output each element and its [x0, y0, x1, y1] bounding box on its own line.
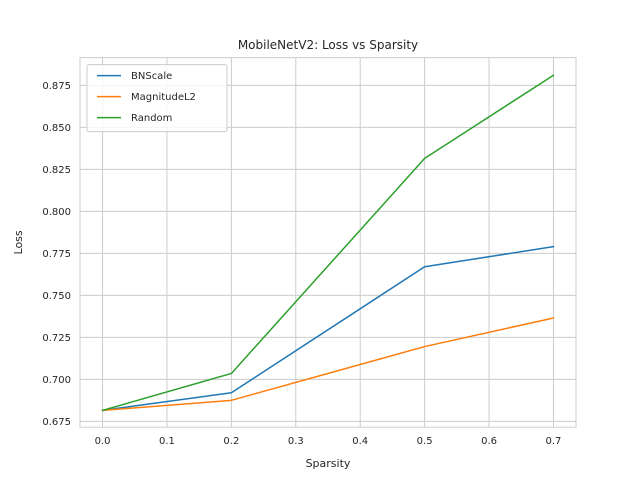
y-tick-label: 0.700: [42, 375, 71, 386]
legend-box: [86, 64, 228, 133]
y-tick-label: 0.775: [42, 249, 71, 260]
chart-title: MobileNetV2: Loss vs Sparsity: [238, 38, 418, 52]
legend: BNScale MagnitudeL2 Random: [86, 64, 228, 133]
y-tick-label: 0.750: [42, 291, 71, 302]
grid: [80, 57, 576, 428]
y-tick-label: 0.675: [42, 417, 71, 428]
legend-label-bnscale: BNScale: [131, 71, 172, 82]
x-tick-label: 0.7: [546, 436, 562, 447]
series-line-random: [101, 74, 555, 412]
y-tick-label: 0.725: [42, 333, 71, 344]
plot-frame: [79, 57, 577, 428]
legend-label-magnitudel2: MagnitudeL2: [131, 92, 196, 103]
x-tick-label: 0.4: [352, 436, 368, 447]
series-layer: [101, 74, 555, 412]
series-line-bnscale: [101, 245, 555, 412]
series-line-magnitudel2: [101, 317, 555, 412]
x-tick-label: 0.3: [288, 436, 304, 447]
y-tick-label: 0.850: [42, 123, 71, 134]
x-tick-label: 0.2: [223, 436, 239, 447]
x-tick-label: 0.1: [159, 436, 175, 447]
x-tick-label: 0.6: [481, 436, 497, 447]
x-tick-label: 0.5: [417, 436, 433, 447]
y-tick-label: 0.825: [42, 165, 71, 176]
y-tick-labels: 0.675 0.700 0.725 0.750 0.775 0.800 0.825 0.850…: [42, 81, 71, 428]
legend-label-random: Random: [131, 113, 172, 124]
y-tick-label: 0.875: [42, 81, 71, 92]
x-tick-labels: 0.0 0.1 0.2 0.3 0.4 0.5 0.6 0.7: [95, 436, 562, 447]
x-tick-label: 0.0: [95, 436, 111, 447]
y-tick-label: 0.800: [42, 207, 71, 218]
x-axis-label: Sparsity: [306, 457, 351, 470]
y-axis-label: Loss: [12, 230, 25, 254]
